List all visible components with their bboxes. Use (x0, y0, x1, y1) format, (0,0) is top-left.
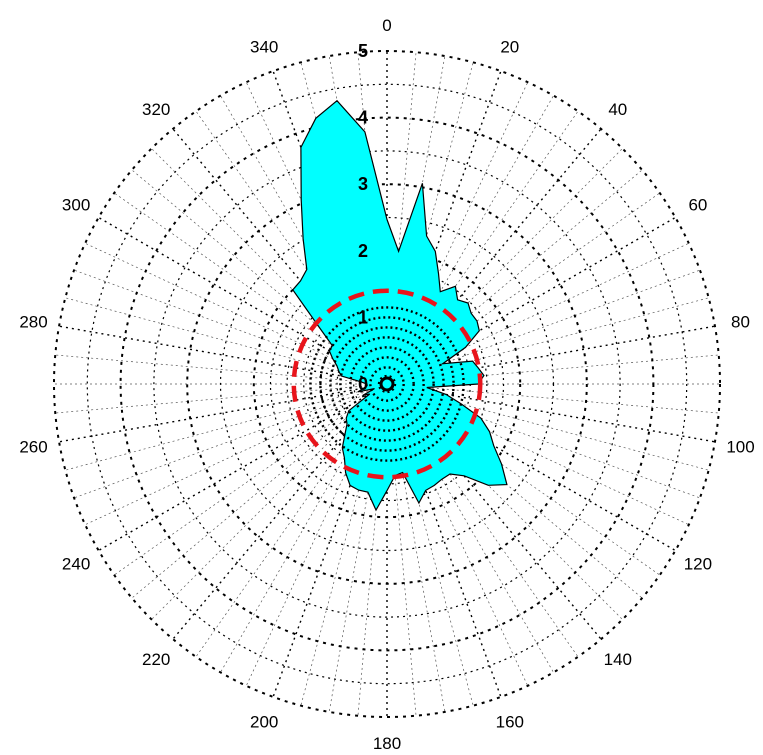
center-marker (379, 376, 395, 392)
inner-grid-ring (369, 366, 405, 402)
angle-tick-label: 160 (496, 712, 524, 731)
radial-tick-label: 4 (358, 108, 368, 128)
angle-tick-label: 220 (142, 650, 170, 669)
grid-ring (186, 183, 588, 585)
inner-grid-ring (309, 306, 465, 462)
radial-tick-labels: 0 1 2 3 4 5 (358, 41, 368, 394)
grid-ring (252, 249, 522, 519)
grid-spoke (65, 297, 388, 385)
radial-tick-label: 3 (358, 174, 368, 194)
angle-tick-label: 140 (604, 650, 632, 669)
grid-spoke (65, 383, 388, 471)
angle-tick-label: 100 (726, 437, 754, 456)
angle-tick-label: 240 (62, 555, 90, 574)
data-layer (291, 99, 508, 512)
grid-spoke (73, 383, 388, 499)
grid-ring (153, 150, 621, 618)
angle-tick-label: 260 (19, 437, 47, 456)
angle-tick-label: 320 (142, 100, 170, 119)
grid-ring (86, 83, 688, 685)
angle-tick-label: 20 (500, 38, 519, 57)
inner-grid-ring (339, 336, 435, 432)
radial-tick-label: 0 (358, 374, 368, 394)
angle-tick-labels: 0204060801001201401601802002202402602803… (19, 16, 754, 753)
radial-tick-label: 2 (358, 241, 368, 261)
reference-circle (291, 288, 483, 480)
grid-spoke (58, 383, 388, 443)
grid-spoke (98, 383, 388, 552)
inner-grid-ring (329, 326, 445, 442)
angle-tick-label: 300 (62, 196, 90, 215)
angle-tick-label: 80 (731, 313, 750, 332)
angle-tick-label: 200 (250, 712, 278, 731)
radial-tick-label: 5 (358, 41, 368, 61)
angle-tick-label: 340 (250, 38, 278, 57)
angle-tick-label: 120 (684, 555, 712, 574)
grid-spoke (55, 383, 388, 414)
angle-tick-label: 280 (19, 313, 47, 332)
radial-tick-label: 1 (358, 307, 368, 327)
grid-spoke (58, 325, 388, 385)
grid-ring (53, 50, 721, 718)
angle-tick-label: 180 (373, 734, 401, 753)
inner-grid-ring (359, 356, 415, 412)
grid-ring (269, 266, 505, 502)
angle-tick-label: 60 (688, 196, 707, 215)
grid-ring (119, 116, 655, 652)
grid-spoke (131, 383, 388, 599)
grid-spoke (73, 269, 388, 385)
grid-ring (219, 216, 555, 552)
angle-tick-label: 0 (382, 16, 391, 35)
inner-grid-ring (377, 374, 397, 394)
inner-grid-ring (349, 346, 425, 422)
angle-tick-label: 40 (608, 100, 627, 119)
grid-spoke (55, 354, 388, 385)
area-series (292, 99, 508, 512)
